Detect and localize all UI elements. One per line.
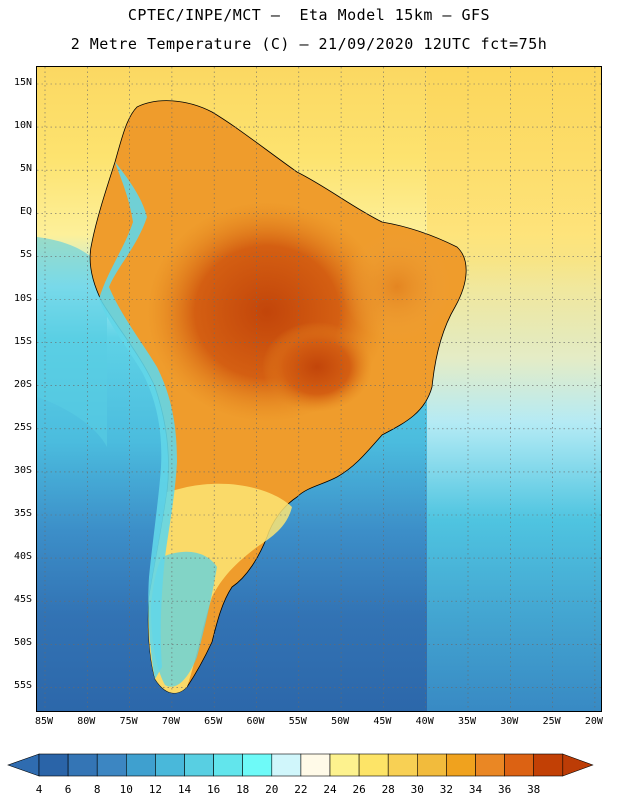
atlantic-field (427, 67, 601, 711)
lat-tick-label: EQ (19, 206, 32, 218)
colorbar-low-arrow (7, 753, 40, 777)
lon-tick-label: 60W (246, 716, 265, 727)
lat-tick-label: 30S (13, 464, 32, 476)
colorbar-tick-label: 32 (439, 783, 454, 796)
colorbar-tick-label: 12 (148, 783, 163, 796)
colorbar-tick-label: 36 (497, 783, 512, 796)
colorbar-segment (416, 753, 447, 777)
colorbar-segment (329, 753, 360, 777)
northeast-warm (342, 232, 452, 342)
colorbar-tick-label: 30 (410, 783, 424, 796)
lon-tick-label: 30W (500, 716, 519, 727)
lon-tick-label: 70W (161, 716, 180, 727)
lon-tick-label: 55W (288, 716, 307, 727)
colorbar-tick-label: 34 (468, 783, 483, 796)
lon-tick-label: 25W (542, 716, 561, 727)
andes-cold-strip (99, 162, 177, 679)
colorbar-segment (504, 753, 535, 777)
colorbar-tick-label: 38 (527, 783, 541, 796)
lat-tick-label: 5S (19, 249, 32, 261)
chart-title-line1: CPTEC/INPE/MCT – Eta Model 15km – GFS (127, 6, 491, 24)
lat-tick-label: 15S (13, 335, 32, 347)
lat-tick-label: 45S (13, 594, 32, 606)
colorbar-tick-label: 4 (35, 783, 43, 796)
colorbar-segment (358, 753, 389, 777)
colorbar-high-arrow (562, 753, 594, 777)
patagonia-cool (151, 551, 217, 687)
pacific-cool-band (37, 237, 107, 447)
hot-interior-south (262, 322, 372, 412)
colorbar-segment (96, 753, 127, 777)
colorbar-segment (67, 753, 98, 777)
colorbar-tick-label: 14 (177, 783, 192, 796)
colorbar-tick-label: 26 (352, 783, 366, 796)
colorbar-segment (126, 753, 156, 777)
colorbar-tick-label: 18 (236, 783, 250, 796)
lon-tick-label: 65W (204, 716, 223, 727)
colorbar-segment (242, 753, 273, 777)
temperature-map (37, 67, 601, 711)
colorbar-tick-label: 8 (93, 783, 101, 796)
lon-tick-label: 40W (415, 716, 434, 727)
colorbar-segment (300, 753, 331, 777)
colorbar-tick-label: 10 (119, 783, 133, 796)
lat-tick-label: 50S (13, 637, 32, 649)
lat-tick-label: 10N (13, 120, 32, 132)
lon-tick-label: 50W (331, 716, 350, 727)
lon-tick-label: 80W (77, 716, 96, 727)
lon-tick-label: 75W (119, 716, 138, 727)
lat-tick-label: 55S (13, 680, 32, 692)
colorbar-tick-label: 6 (64, 783, 72, 796)
colorbar-segment (446, 753, 476, 777)
lat-tick-label: 35S (13, 508, 32, 519)
colorbar-tick-label: 28 (381, 783, 395, 796)
colorbar-tick-label: 20 (265, 783, 279, 796)
colorbar-segment (533, 753, 564, 777)
colorbar-tick-label: 22 (294, 783, 308, 796)
colorbar-segment (213, 753, 244, 777)
colorbar (7, 753, 594, 777)
lon-tick-label: 35W (457, 716, 477, 727)
colorbar-segment (38, 753, 69, 777)
colorbar-segment (475, 753, 505, 777)
colorbar-tick-label: 24 (323, 783, 337, 796)
lat-tick-label: 25S (13, 421, 32, 433)
colorbar-segment (387, 753, 418, 777)
lat-tick-label: 15N (13, 77, 32, 88)
lon-tick-label: 20W (584, 716, 603, 727)
colorbar-segment (155, 753, 185, 777)
colorbar-tick-label: 16 (206, 783, 221, 796)
chart-title-line2: 2 Metre Temperature (C) – 21/09/2020 12U… (70, 35, 548, 53)
lat-tick-label: 20S (13, 378, 32, 390)
lon-tick-label: 45W (373, 716, 392, 727)
map-panel (36, 66, 602, 712)
lat-tick-label: 10S (13, 292, 32, 304)
lon-tick-label: 85W (34, 716, 54, 727)
lat-tick-label: 5N (19, 163, 32, 175)
colorbar-segment (271, 753, 302, 777)
colorbar-segment (184, 753, 214, 777)
lat-tick-label: 40S (13, 551, 32, 563)
